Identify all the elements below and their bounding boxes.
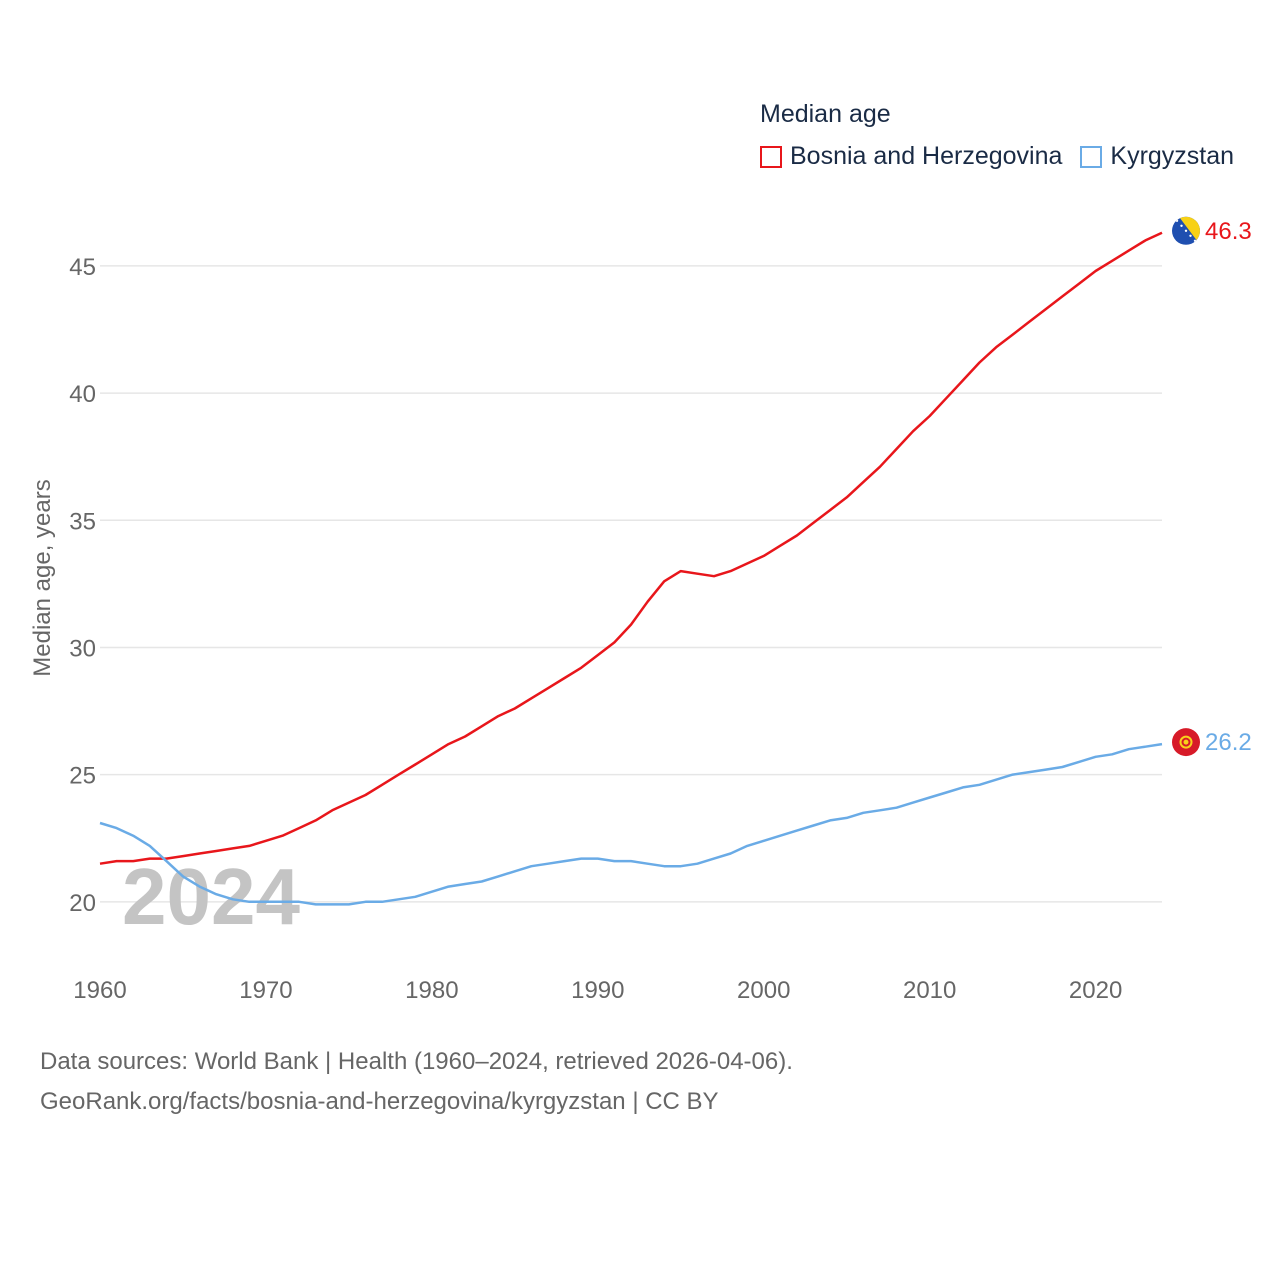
x-tick-label: 1980 xyxy=(405,977,458,1004)
legend-item-bosnia[interactable]: Bosnia and Herzegovina xyxy=(760,142,1062,171)
legend-swatch-kyrgyzstan xyxy=(1080,145,1103,168)
y-tick-label: 45 xyxy=(69,254,96,281)
legend-swatch-bosnia xyxy=(760,145,782,168)
sources-line-2[interactable]: GeoRank.org/facts/bosnia-and-herzegovina… xyxy=(40,1088,719,1115)
x-tick-label: 1990 xyxy=(571,977,624,1004)
legend: Bosnia and Herzegovina Kyrgyzstan xyxy=(760,142,1252,171)
series-line-bosnia[interactable] xyxy=(99,231,1163,865)
year-watermark: 2024 xyxy=(122,852,300,941)
y-tick-label: 40 xyxy=(69,381,96,408)
data-sources: Data sources: World Bank | Health (1960–… xyxy=(40,1042,793,1122)
y-tick-label: 35 xyxy=(69,508,96,535)
kyrgyzstan-flag-icon xyxy=(1172,728,1200,757)
x-tick-label: 2010 xyxy=(903,977,956,1004)
y-tick-label: 30 xyxy=(69,635,96,662)
legend-label-bosnia: Bosnia and Herzegovina xyxy=(790,142,1063,170)
legend-title: Median age xyxy=(760,100,891,128)
bosnia-flag-icon xyxy=(1172,216,1200,245)
y-axis-label: Median age, years xyxy=(29,479,56,676)
legend-label-kyrgyzstan: Kyrgyzstan xyxy=(1110,142,1235,170)
end-value-label-bosnia: 46.3 xyxy=(1205,218,1252,245)
series-line-kyrgyzstan[interactable] xyxy=(99,742,1163,906)
x-tick-label: 2000 xyxy=(737,977,790,1004)
y-tick-label: 25 xyxy=(69,763,96,790)
x-tick-label: 2020 xyxy=(1069,977,1122,1004)
y-tick-label: 20 xyxy=(69,890,96,917)
x-tick-label: 1970 xyxy=(239,977,292,1004)
end-value-label-kyrgyzstan: 26.2 xyxy=(1205,729,1252,756)
x-tick-label: 1960 xyxy=(73,977,126,1004)
sources-line-1: Data sources: World Bank | Health (1960–… xyxy=(40,1048,793,1075)
legend-item-kyrgyzstan[interactable]: Kyrgyzstan xyxy=(1080,142,1234,171)
